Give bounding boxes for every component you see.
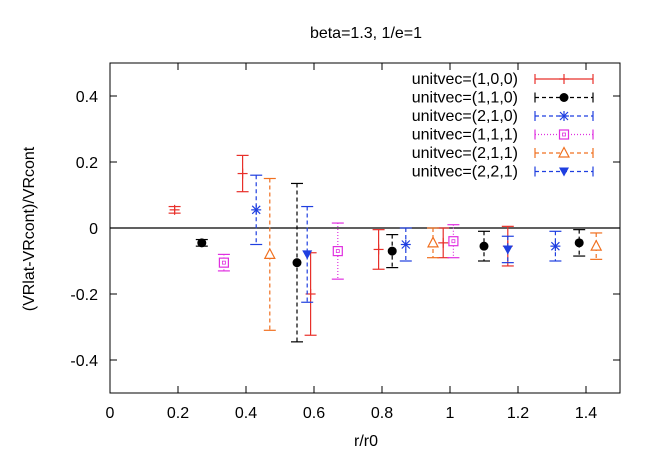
legend-marker [559, 74, 569, 84]
point-marker [427, 236, 439, 248]
legend-marker [559, 111, 569, 121]
data-point [501, 235, 514, 264]
legend-item-3: unitvec=(2,1,0) [412, 108, 594, 125]
y-tick-label: 0.4 [76, 89, 98, 106]
point-marker [550, 241, 561, 252]
legend-label: unitvec=(1,1,0) [412, 90, 518, 107]
data-point [478, 230, 490, 262]
point-marker [292, 258, 302, 268]
point-marker [479, 241, 489, 251]
data-point [437, 227, 450, 259]
data-point [427, 227, 439, 259]
data-point [236, 154, 249, 193]
data-point [217, 253, 230, 272]
x-tick-label: 1 [446, 405, 455, 422]
data-point [331, 222, 344, 280]
x-tick-label: 0.8 [371, 405, 393, 422]
chart-title: beta=1.3, 1/e=1 [310, 25, 422, 42]
point-marker [373, 244, 384, 255]
point-marker [169, 204, 180, 215]
point-marker [332, 246, 343, 257]
point-marker [400, 239, 411, 250]
data-point [386, 234, 399, 269]
data-point [195, 238, 208, 248]
data-point [372, 229, 385, 270]
series-5 [263, 177, 603, 331]
y-tick-label: 0 [89, 221, 98, 238]
data-point [573, 229, 586, 257]
x-tick-label: 0.2 [167, 405, 189, 422]
data-point [399, 227, 412, 262]
x-tick-label: 1.4 [575, 405, 597, 422]
y-tick-label: 0.2 [76, 155, 98, 172]
y-axis-label: (VRlat-VRcont)/VRcont [21, 146, 38, 311]
point-marker [574, 238, 584, 248]
point-marker [590, 239, 603, 251]
x-axis-label: r/r0 [354, 433, 378, 450]
legend-item-6: unitvec=(2,2,1) [412, 164, 594, 181]
legend-item-1: unitvec=(1,0,0) [412, 71, 594, 88]
plot-area: 0 0.2 0.4 0.6 0.8 1 1.2 1.4 -0.4 -0.2 0 0.2 0.4 [70, 62, 621, 422]
x-tick-label: 0 [106, 405, 115, 422]
legend-marker [558, 146, 570, 158]
legend-item-2: unitvec=(1,1,0) [412, 90, 594, 107]
x-tick-label: 1.2 [507, 405, 529, 422]
series-1 [168, 154, 514, 336]
point-marker [263, 247, 276, 259]
legend-label: unitvec=(1,0,0) [412, 71, 518, 88]
series-2 [195, 182, 586, 343]
data-point [590, 232, 603, 260]
data-point [549, 230, 562, 262]
point-marker [438, 237, 449, 248]
data-point [263, 177, 276, 331]
legend-item-4: unitvec=(1,1,1) [412, 127, 594, 144]
legend-item-5: unitvec=(2,1,1) [412, 145, 594, 162]
legend-label: unitvec=(2,2,1) [412, 164, 518, 181]
data-point [250, 174, 263, 246]
data-point [301, 205, 314, 303]
legend-label: unitvec=(1,1,1) [412, 127, 518, 144]
data-point [447, 224, 460, 259]
x-tick-label: 0.6 [303, 405, 325, 422]
legend-marker [559, 167, 569, 177]
point-marker [251, 204, 262, 215]
legend-marker [558, 129, 570, 140]
point-marker [237, 168, 248, 179]
y-tick-label: -0.4 [70, 353, 98, 370]
data-point [168, 204, 181, 215]
point-marker [387, 246, 397, 256]
y-tick-label: -0.2 [70, 287, 98, 304]
point-marker [302, 250, 313, 260]
data-point [291, 182, 303, 343]
legend-label: unitvec=(2,1,0) [412, 108, 518, 125]
series-4 [217, 222, 460, 280]
point-marker [197, 238, 207, 248]
legend: unitvec=(1,0,0)unitvec=(1,1,0)unitvec=(2… [412, 71, 594, 181]
point-marker [448, 236, 459, 247]
legend-marker [559, 93, 569, 102]
point-marker [502, 245, 513, 255]
legend-label: unitvec=(2,1,1) [412, 145, 518, 162]
data-point [304, 252, 317, 336]
series-6 [301, 205, 514, 303]
series-3 [250, 174, 562, 262]
x-tick-label: 0.4 [235, 405, 257, 422]
point-marker [218, 257, 229, 268]
